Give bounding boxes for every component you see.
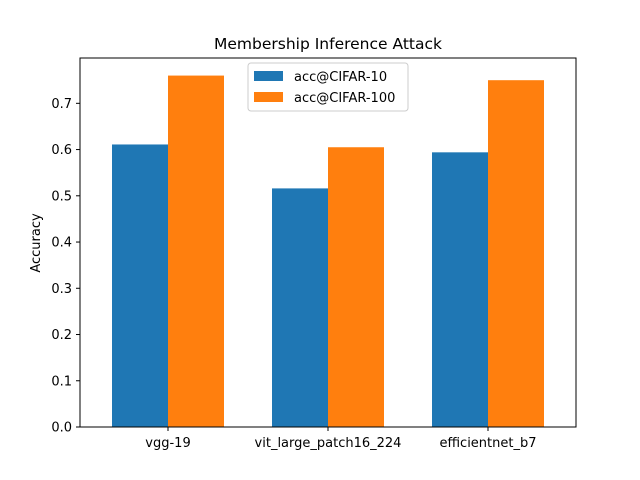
legend-swatch-0 xyxy=(254,71,283,81)
y-tick-label: 0.6 xyxy=(51,143,72,158)
x-axis: vgg-19 vit_large_patch16_224 efficientnet_… xyxy=(145,427,537,451)
y-tick-label: 0.5 xyxy=(51,189,72,204)
bar-cifar100-1 xyxy=(328,147,384,427)
plot-frame xyxy=(79,57,577,428)
legend-label-1: acc@CIFAR-100 xyxy=(294,91,395,106)
chart-title: Membership Inference Attack xyxy=(214,35,442,53)
bar-cifar100-0 xyxy=(168,75,224,428)
y-tick-label: 0.7 xyxy=(51,97,72,112)
y-axis: 0.0 0.1 0.2 0.3 0.4 0.5 0.6 0.7 xyxy=(51,97,80,436)
bar-cifar10-2 xyxy=(432,152,488,428)
x-tick-label: vit_large_patch16_224 xyxy=(255,436,402,451)
x-tick-label: vgg-19 xyxy=(145,436,190,451)
bars-group xyxy=(112,75,544,428)
bar-cifar10-1 xyxy=(272,188,328,427)
y-axis-title: Accuracy xyxy=(29,213,44,273)
y-tick-label: 0.0 xyxy=(51,421,72,436)
legend: acc@CIFAR-10 acc@CIFAR-100 xyxy=(247,62,409,112)
legend-box xyxy=(247,62,409,112)
x-tick-label: efficientnet_b7 xyxy=(439,436,536,451)
y-tick-label: 0.2 xyxy=(51,328,72,343)
y-tick-label: 0.3 xyxy=(51,282,72,297)
y-tick-label: 0.4 xyxy=(51,236,72,251)
legend-label-0: acc@CIFAR-10 xyxy=(294,70,387,85)
y-tick-label: 0.1 xyxy=(51,374,72,389)
bar-cifar10-0 xyxy=(112,144,168,428)
legend-swatch-1 xyxy=(254,92,283,102)
bar-cifar100-2 xyxy=(488,80,544,427)
